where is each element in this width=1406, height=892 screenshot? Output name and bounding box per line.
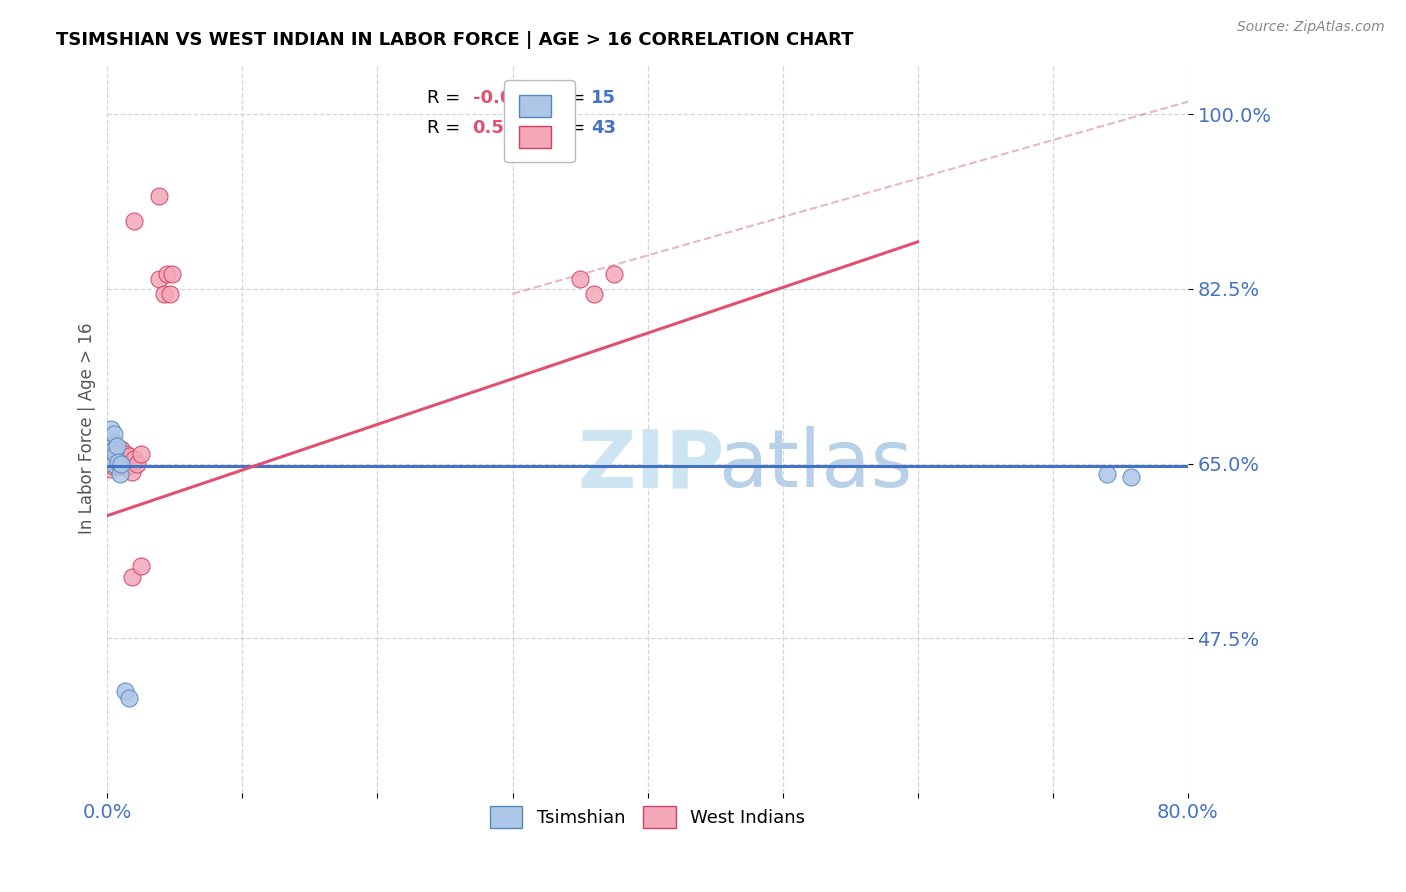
Point	[114, 684, 136, 698]
Point	[159, 286, 181, 301]
Point	[118, 449, 141, 463]
Point	[112, 451, 135, 466]
Point	[118, 691, 141, 706]
Text: 0.520: 0.520	[472, 120, 530, 137]
Point	[104, 457, 127, 471]
Text: N =: N =	[551, 88, 586, 107]
Text: N =: N =	[551, 120, 586, 137]
Point	[117, 458, 139, 473]
Text: atlas: atlas	[718, 426, 912, 504]
Text: Source: ZipAtlas.com: Source: ZipAtlas.com	[1237, 20, 1385, 34]
Point	[156, 267, 179, 281]
Point	[110, 451, 132, 466]
Point	[127, 457, 149, 471]
Point	[104, 444, 127, 458]
Point	[111, 458, 134, 473]
Point	[114, 458, 136, 473]
Point	[107, 455, 129, 469]
Text: ZIP: ZIP	[578, 426, 724, 504]
Point	[121, 465, 143, 479]
Point	[101, 447, 124, 461]
Point	[129, 447, 152, 461]
Point	[148, 272, 170, 286]
Point	[100, 436, 122, 450]
Point	[101, 439, 124, 453]
Point	[108, 467, 131, 481]
Text: R =: R =	[427, 88, 460, 107]
Point	[124, 451, 146, 466]
Point	[105, 458, 128, 473]
Point	[107, 444, 129, 458]
Point	[1119, 469, 1142, 483]
Text: 15: 15	[592, 88, 616, 107]
Point	[108, 458, 131, 473]
Point	[110, 442, 132, 456]
Point	[105, 439, 128, 453]
Point	[100, 455, 122, 469]
Point	[101, 457, 124, 471]
Point	[121, 569, 143, 583]
Point	[603, 267, 626, 281]
Point	[148, 189, 170, 203]
Point	[124, 214, 146, 228]
Y-axis label: In Labor Force | Age > 16: In Labor Force | Age > 16	[79, 323, 96, 534]
Point	[98, 447, 121, 461]
Point	[98, 447, 121, 461]
Text: 43: 43	[592, 120, 616, 137]
Point	[101, 434, 124, 449]
Text: TSIMSHIAN VS WEST INDIAN IN LABOR FORCE | AGE > 16 CORRELATION CHART: TSIMSHIAN VS WEST INDIAN IN LABOR FORCE …	[56, 31, 853, 49]
Point	[110, 457, 132, 471]
Text: -0.008: -0.008	[472, 88, 537, 107]
Point	[103, 439, 125, 453]
Point	[153, 286, 176, 301]
Legend: Tsimshian, West Indians: Tsimshian, West Indians	[482, 799, 813, 836]
Point	[582, 286, 605, 301]
Point	[98, 461, 121, 475]
Point	[103, 426, 125, 441]
Point	[115, 447, 138, 461]
Point	[103, 442, 125, 456]
Point	[100, 422, 122, 436]
Point	[104, 447, 127, 461]
Point	[101, 458, 124, 473]
Point	[107, 455, 129, 469]
Point	[100, 442, 122, 456]
Point	[160, 267, 183, 281]
Point	[1095, 467, 1118, 481]
Point	[103, 451, 125, 466]
Point	[129, 558, 152, 573]
Text: R =: R =	[427, 120, 460, 137]
Point	[569, 272, 592, 286]
Point	[105, 449, 128, 463]
